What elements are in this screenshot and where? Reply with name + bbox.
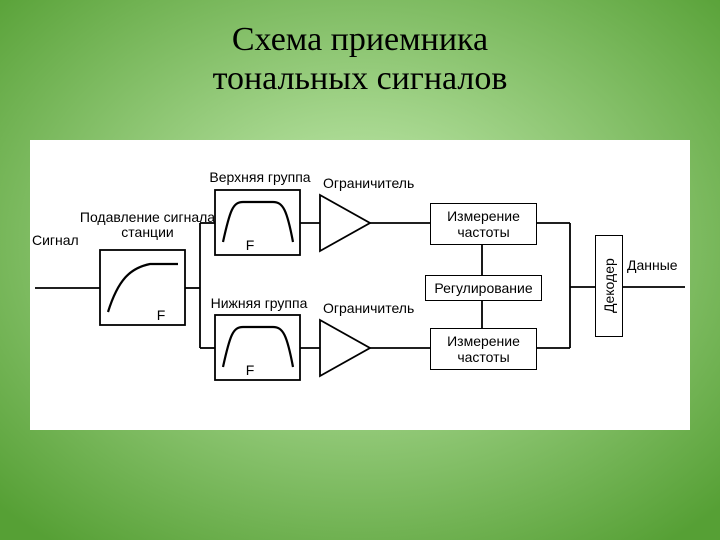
title-line-1: Схема приемника xyxy=(232,21,488,58)
label-suppression: Подавление сигнала станции xyxy=(75,210,220,241)
slide-title: Схема приемника тональных сигналов xyxy=(0,20,720,98)
label-F-lower: F xyxy=(240,363,260,378)
label-F-upper: F xyxy=(240,238,260,253)
label-upper-group: Верхняя группа xyxy=(205,170,315,185)
label-data: Данные xyxy=(627,258,687,273)
label-limiter-upper: Ограничитель xyxy=(323,176,433,191)
slide: Схема приемника тональных сигналов xyxy=(0,0,720,540)
box-freq-lower: Измерение частоты xyxy=(430,328,537,370)
diagram-panel: Сигнал Подавление сигнала станции F Верх… xyxy=(30,140,690,430)
label-limiter-lower: Ограничитель xyxy=(323,301,433,316)
title-line-2: тональных сигналов xyxy=(213,60,508,97)
box-freq-upper: Измерение частоты xyxy=(430,203,537,245)
label-lower-group: Нижняя группа xyxy=(205,296,313,311)
label-F-suppression: F xyxy=(151,308,171,323)
box-decoder: Декодер xyxy=(595,235,623,337)
box-regulation: Регулирование xyxy=(425,275,542,301)
